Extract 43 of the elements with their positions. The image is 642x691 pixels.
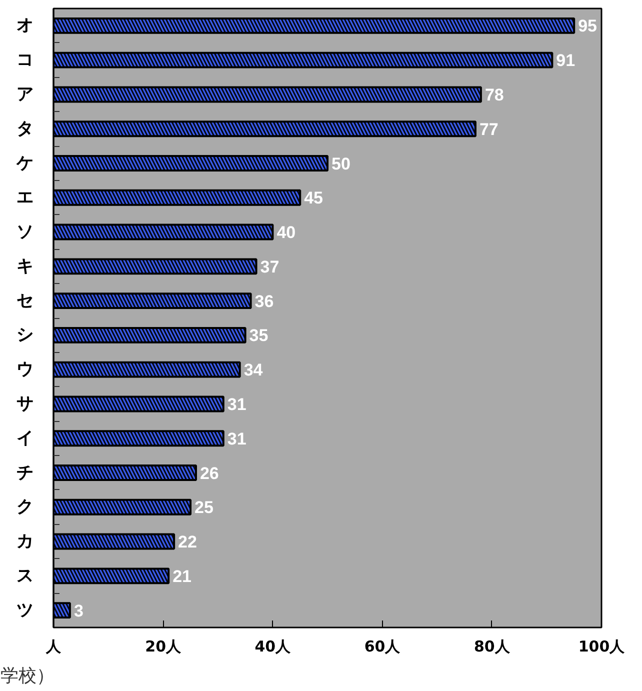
y-tick-label: ケ	[16, 153, 34, 174]
data-label: 78	[484, 85, 504, 104]
data-label: 35	[249, 326, 268, 346]
x-tick-label: 40人	[254, 638, 292, 656]
data-label: 3	[74, 601, 84, 620]
y-tick-label: キ	[16, 256, 34, 276]
y-tick-label: オ	[16, 16, 34, 36]
y-tick-label: シ	[16, 325, 34, 346]
y-tick-label: ソ	[16, 222, 34, 242]
data-label: 40	[276, 223, 296, 242]
data-label: 36	[254, 292, 274, 311]
x-tick-label: 100人	[578, 638, 626, 656]
y-tick-label: セ	[16, 290, 34, 311]
data-label: 26	[200, 464, 219, 483]
data-label: 77	[479, 120, 498, 139]
data-label: 45	[304, 188, 324, 208]
y-tick-label: タ	[16, 118, 34, 139]
y-tick-label: コ	[16, 50, 34, 70]
y-tick-label: ク	[16, 497, 34, 518]
x-tick-label: 80人	[474, 638, 511, 656]
data-label: 25	[194, 498, 214, 518]
y-tick-label: カ	[16, 532, 34, 552]
data-label: 31	[227, 429, 246, 448]
x-tick-label: 60人	[364, 638, 402, 656]
data-label: 22	[178, 532, 197, 552]
y-tick-label: ウ	[16, 360, 34, 380]
y-tick-label: チ	[16, 462, 34, 483]
y-tick-label: サ	[16, 394, 34, 414]
data-label: 37	[260, 257, 280, 276]
y-tick-label: ス	[16, 566, 34, 586]
y-tick-label: エ	[16, 188, 34, 208]
data-label: 91	[556, 51, 576, 70]
data-label: 34	[244, 360, 264, 380]
text: 学校）	[0, 666, 54, 686]
x-tick-label: 人	[45, 638, 62, 656]
data-label: 95	[578, 16, 598, 36]
y-tick-label: イ	[16, 428, 34, 448]
x-tick-label: 20人	[145, 638, 182, 656]
y-tick-label: ツ	[16, 600, 34, 620]
data-label: 50	[332, 154, 350, 174]
data-label: 21	[172, 566, 192, 586]
y-tick-label: ア	[16, 84, 34, 104]
data-label: 31	[227, 394, 246, 414]
